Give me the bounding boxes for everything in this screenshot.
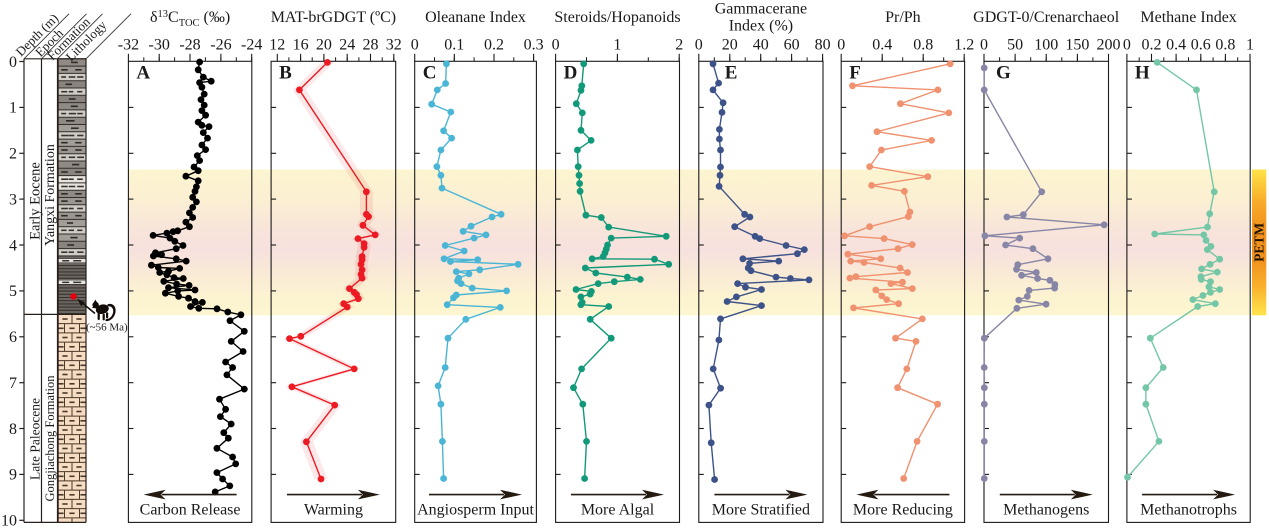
svg-text:1: 1: [613, 37, 621, 54]
svg-text:Methanotrophs: Methanotrophs: [1140, 501, 1237, 518]
svg-text:Steroids/Hopanoids: Steroids/Hopanoids: [554, 9, 680, 26]
svg-text:H: H: [1135, 63, 1150, 84]
svg-text:28: 28: [363, 37, 379, 54]
svg-text:Gongjiachong Formation: Gongjiachong Formation: [43, 375, 57, 502]
svg-text:D: D: [564, 63, 578, 84]
svg-text:60: 60: [784, 37, 800, 54]
svg-text:F: F: [849, 63, 861, 84]
svg-text:16: 16: [293, 37, 309, 54]
svg-text:12: 12: [269, 37, 285, 54]
svg-text:2: 2: [675, 37, 683, 54]
svg-text:24: 24: [339, 37, 355, 54]
svg-text:100: 100: [1034, 37, 1058, 54]
svg-text:200: 200: [1097, 37, 1121, 54]
svg-text:0: 0: [9, 54, 17, 71]
svg-text:0: 0: [552, 37, 560, 54]
svg-text:0: 0: [1123, 37, 1131, 54]
svg-text:Warming: Warming: [304, 501, 363, 518]
svg-text:-26: -26: [210, 37, 231, 54]
svg-text:0.6: 0.6: [1191, 37, 1211, 54]
svg-text:10: 10: [1, 513, 17, 530]
svg-text:0.3: 0.3: [524, 37, 544, 54]
svg-text:1: 1: [1246, 37, 1254, 54]
svg-text:0.2: 0.2: [1142, 37, 1162, 54]
svg-text:7: 7: [9, 375, 17, 392]
svg-text:9: 9: [9, 467, 17, 484]
svg-text:B: B: [279, 63, 292, 84]
svg-text:GDGT-0/Crenarchaeol: GDGT-0/Crenarchaeol: [973, 9, 1120, 26]
svg-text:0.8: 0.8: [1215, 37, 1235, 54]
svg-text:MAT-brGDGT (ºC): MAT-brGDGT (ºC): [271, 9, 396, 26]
svg-text:More Stratified: More Stratified: [712, 501, 810, 518]
svg-text:1: 1: [9, 100, 17, 117]
svg-text:Yangxi Formation: Yangxi Formation: [43, 144, 58, 246]
svg-text:Pr/Ph: Pr/Ph: [885, 9, 921, 26]
svg-text:Index (%): Index (%): [729, 18, 793, 35]
svg-text:0.1: 0.1: [444, 37, 464, 54]
svg-text:80: 80: [815, 37, 831, 54]
svg-text:0.8: 0.8: [913, 37, 933, 54]
svg-text:0: 0: [837, 37, 845, 54]
svg-text:Gammacerane: Gammacerane: [715, 1, 807, 18]
svg-text:Methanogens: Methanogens: [1003, 501, 1089, 518]
svg-text:1.2: 1.2: [954, 37, 974, 54]
svg-text:6: 6: [9, 329, 17, 346]
svg-text:Angiosperm Input: Angiosperm Input: [417, 501, 534, 518]
svg-text:3: 3: [9, 191, 17, 208]
svg-text:0: 0: [695, 37, 703, 54]
svg-text:-32: -32: [118, 37, 139, 54]
svg-text:0.4: 0.4: [1166, 37, 1186, 54]
svg-text:Early Eocene: Early Eocene: [28, 162, 44, 240]
svg-text:20: 20: [722, 37, 738, 54]
svg-text:5: 5: [9, 283, 17, 300]
svg-text:Late Paleocene: Late Paleocene: [28, 398, 43, 480]
svg-text:E: E: [725, 63, 738, 84]
svg-text:20: 20: [316, 37, 332, 54]
svg-text:-24: -24: [241, 37, 262, 54]
svg-text:Methane Index: Methane Index: [1140, 9, 1236, 26]
svg-text:50: 50: [1007, 37, 1023, 54]
svg-text:A: A: [136, 63, 150, 84]
svg-text:-30: -30: [149, 37, 170, 54]
svg-text:32: 32: [386, 37, 402, 54]
svg-text:2: 2: [9, 146, 17, 163]
svg-text:More Reducing: More Reducing: [853, 501, 953, 518]
svg-text:Oleanane Index: Oleanane Index: [425, 9, 526, 26]
svg-text:0: 0: [980, 37, 988, 54]
svg-text:-28: -28: [179, 37, 200, 54]
svg-text:40: 40: [753, 37, 769, 54]
svg-text:PETM: PETM: [1252, 223, 1267, 262]
svg-text:δ13CTOC (‰): δ13CTOC (‰): [150, 9, 230, 29]
svg-text:(~56 Ma): (~56 Ma): [86, 322, 128, 334]
svg-text:0.4: 0.4: [872, 37, 892, 54]
svg-text:More Algal: More Algal: [581, 501, 655, 518]
svg-text:G: G: [996, 63, 1011, 84]
svg-text:0: 0: [411, 37, 419, 54]
svg-text:150: 150: [1065, 37, 1089, 54]
svg-text:8: 8: [9, 421, 17, 438]
svg-text:0.2: 0.2: [484, 37, 504, 54]
svg-text:Carbon Release: Carbon Release: [140, 501, 241, 518]
svg-text:4: 4: [9, 237, 17, 254]
svg-text:C: C: [423, 63, 437, 84]
